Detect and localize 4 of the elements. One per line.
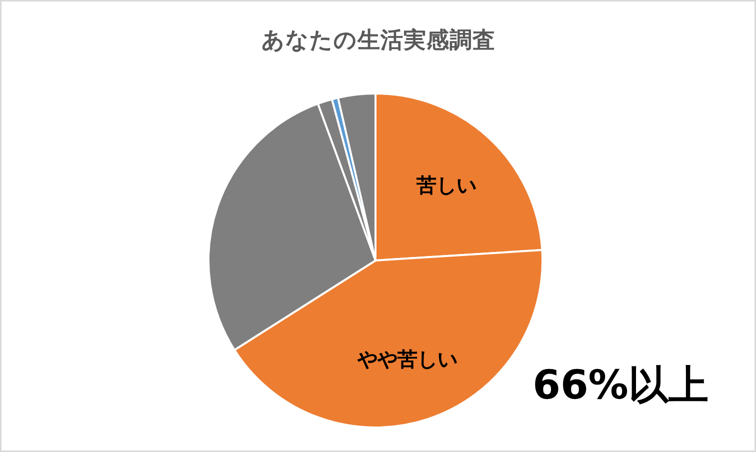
text: 66%以上 bbox=[532, 362, 708, 408]
chart-title: あなたの生活実感調査 bbox=[262, 26, 496, 54]
slice-label: 苦しい bbox=[415, 173, 476, 198]
slice-label: やや苦しい bbox=[356, 346, 458, 371]
